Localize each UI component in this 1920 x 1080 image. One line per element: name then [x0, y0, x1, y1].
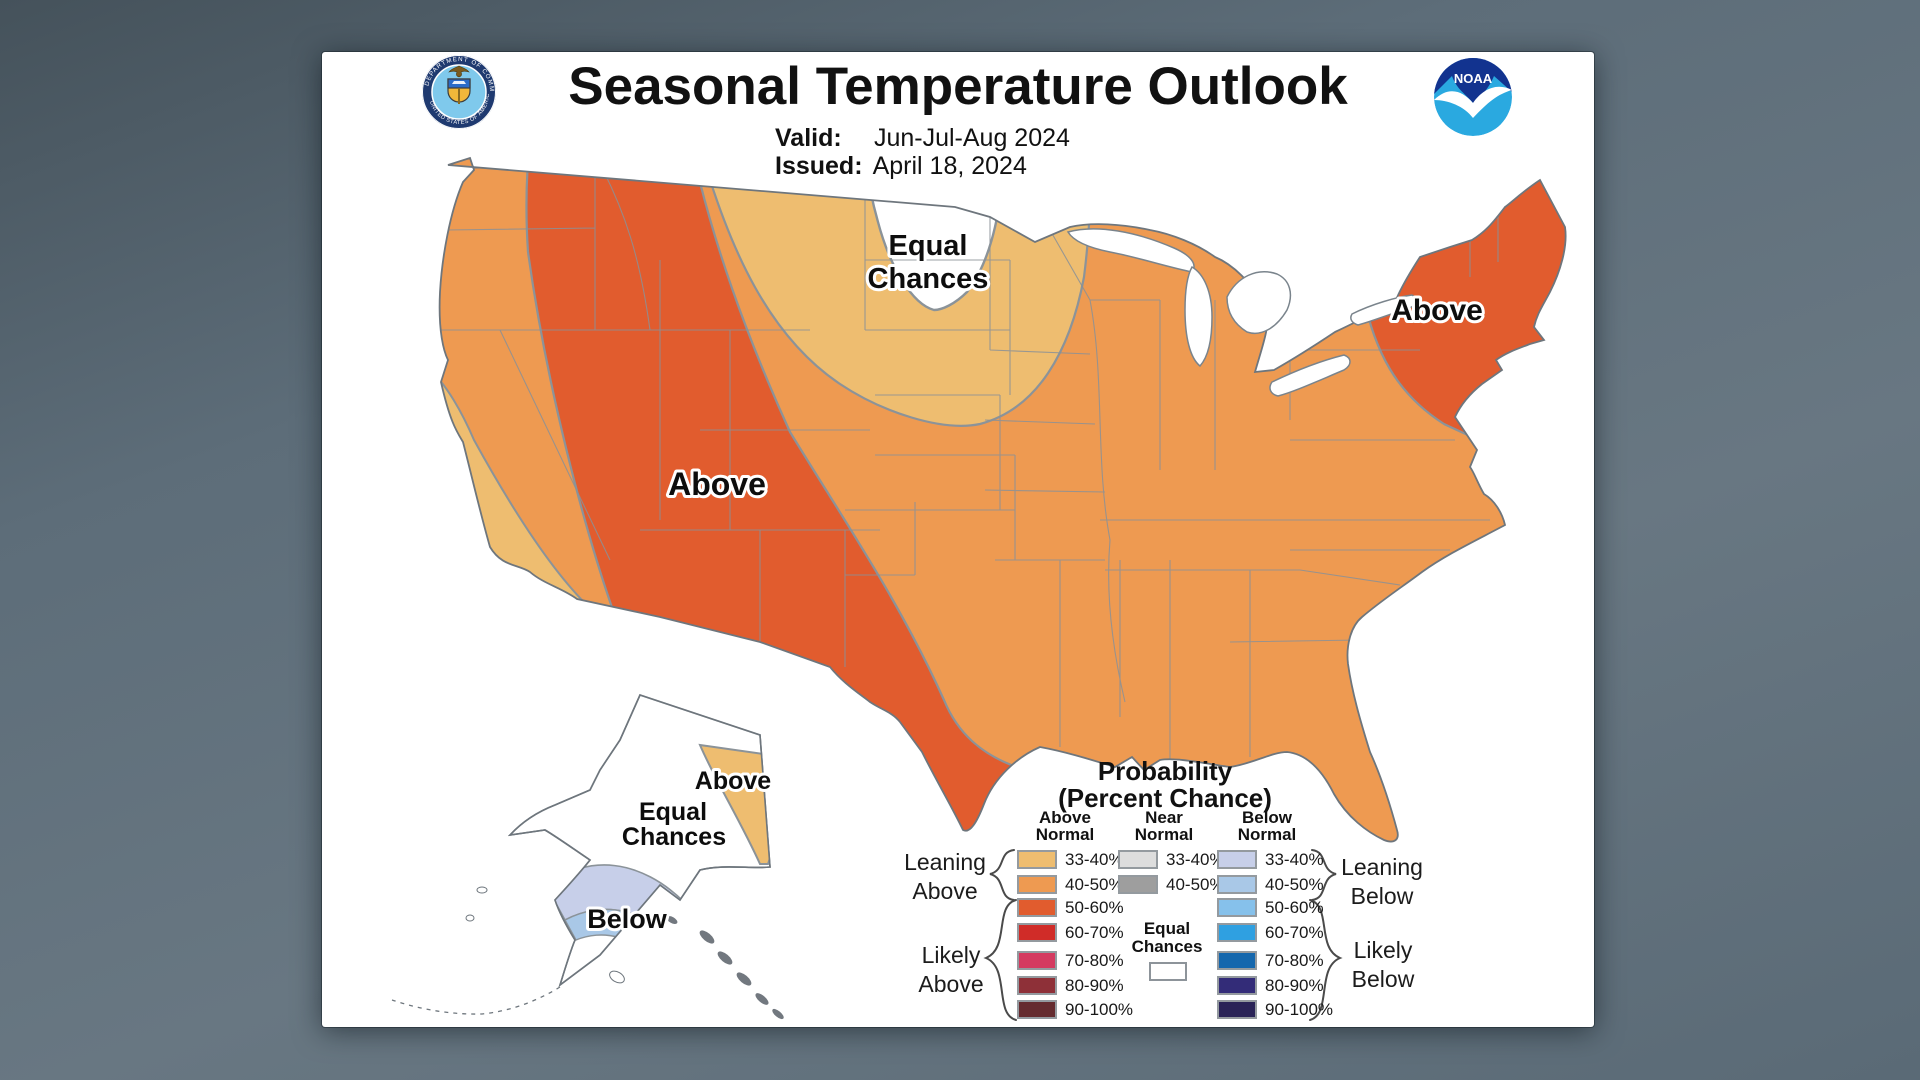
map-label-alaska-equal-line2: Chances: [622, 823, 726, 851]
aleutian-islands: [391, 986, 561, 1015]
legend-row-above-70-80: 70-80%: [1017, 951, 1124, 970]
alaska-region-below-33-40: [545, 864, 707, 956]
legend-row-above-50-60: 50-60%: [1017, 898, 1124, 917]
swatch-below-50-60: [1217, 898, 1257, 917]
noaa-logo-text: NOAA: [1454, 71, 1493, 86]
swatch-above-90-100: [1017, 1000, 1057, 1019]
legend-title: Probability (Percent Chance): [1058, 756, 1272, 813]
swatch-below-60-70: [1217, 923, 1257, 942]
swatch-near-33-40: [1118, 850, 1158, 869]
legend-row-above-80-90: 80-90%: [1017, 976, 1124, 995]
legend-row-near-40-50: 40-50%: [1118, 875, 1225, 894]
conus-region-above-33-40-california: [439, 367, 592, 626]
legend-equal-chances-label: Equal Chances: [1131, 919, 1203, 956]
legend-row-below-50-60: 50-60%: [1217, 898, 1324, 917]
conus-region-above-33-40-plains: [698, 158, 1092, 427]
conus-region-above-40-50: [439, 158, 1566, 842]
noaa-logo-icon: NOAA: [1434, 58, 1512, 136]
legend-group-leaning-below: Leaning Below: [1341, 854, 1423, 909]
swatch-above-60-70: [1017, 923, 1057, 942]
map-label-above-west: Above: [668, 466, 766, 502]
legend-col-below-normal: Below Normal: [1237, 808, 1297, 844]
legend-row-below-90-100: 90-100%: [1217, 1000, 1333, 1019]
alaska-region-below-40-50: [564, 908, 679, 976]
swatch-below-80-90: [1217, 976, 1257, 995]
alaska-panhandle-islands: [666, 916, 784, 1020]
swatch-below-70-80: [1217, 951, 1257, 970]
legend-row-below-70-80: 70-80%: [1217, 951, 1324, 970]
great-lakes: [1066, 228, 1417, 397]
alaska-outline: [509, 694, 771, 986]
legend-group-leaning-above: Leaning Above: [904, 849, 986, 904]
seal-eagle-icon: [448, 65, 470, 78]
swatch-above-70-80: [1017, 951, 1057, 970]
map-label-above-northeast: Above: [1391, 294, 1483, 327]
issued-label: Issued:: [775, 152, 863, 180]
legend-row-below-60-70: 60-70%: [1217, 923, 1324, 942]
swatch-below-40-50: [1217, 875, 1257, 894]
map-label-alaska-equal-line1: Equal: [639, 798, 707, 826]
swatch-above-40-50: [1017, 875, 1057, 894]
legend-row-above-60-70: 60-70%: [1017, 923, 1124, 942]
legend-row-above-33-40: 33-40%: [1017, 850, 1124, 869]
validity-block: Valid: Jun-Jul-Aug 2024 Issued: April 18…: [775, 124, 1070, 180]
legend-row-near-33-40: 33-40%: [1118, 850, 1225, 869]
legend-group-likely-above: Likely Above: [918, 942, 984, 997]
conus-region-above-50-60-west: [525, 158, 1024, 842]
legend-row-above-40-50: 40-50%: [1017, 875, 1124, 894]
legend-row-below-33-40: 33-40%: [1217, 850, 1324, 869]
valid-value: Jun-Jul-Aug 2024: [873, 124, 1070, 152]
lake-michigan: [1184, 265, 1213, 368]
outlook-card: DEPARTMENT OF COMMERCE UNITED STATES OF …: [322, 52, 1594, 1027]
issued-line: Issued: April 18, 2024: [775, 152, 1070, 180]
valid-line: Valid: Jun-Jul-Aug 2024: [775, 124, 1070, 152]
issued-value: April 18, 2024: [872, 152, 1027, 180]
legend-row-below-40-50: 40-50%: [1217, 875, 1324, 894]
map-label-equal-chances-line1: Equal: [889, 230, 968, 262]
lake-superior: [1066, 228, 1195, 273]
alaska-west-islands: [465, 886, 625, 984]
swatch-above-33-40: [1017, 850, 1057, 869]
lake-huron: [1226, 271, 1292, 334]
swatch-equal-chances: [1149, 962, 1187, 981]
map-label-alaska-above: Above: [695, 767, 772, 795]
legend-row-below-80-90: 80-90%: [1217, 976, 1324, 995]
legend-col-above-normal: Above Normal: [1035, 808, 1095, 844]
lake-erie: [1269, 354, 1351, 397]
swatch-above-50-60: [1017, 898, 1057, 917]
lake-ontario: [1350, 294, 1417, 326]
swatch-below-33-40: [1217, 850, 1257, 869]
swatch-above-80-90: [1017, 976, 1057, 995]
legend-group-likely-below: Likely Below: [1351, 937, 1415, 992]
legend-col-near-normal: Near Normal: [1134, 808, 1194, 844]
alaska-region-equal-chances: [509, 694, 771, 986]
legend-row-above-90-100: 90-100%: [1017, 1000, 1133, 1019]
department-of-commerce-seal-icon: DEPARTMENT OF COMMERCE UNITED STATES OF …: [420, 53, 496, 129]
map-label-alaska-below: Below: [587, 904, 668, 934]
page-title: Seasonal Temperature Outlook: [568, 57, 1348, 116]
conus-region-above-50-60-northeast: [1360, 158, 1566, 439]
swatch-below-90-100: [1217, 1000, 1257, 1019]
conus-outline: [438, 157, 1567, 843]
swatch-near-40-50: [1118, 875, 1158, 894]
state-borders: [440, 162, 1499, 765]
alaska-region-above-33-40: [698, 743, 770, 865]
map-label-equal-chances-line2: Chances: [868, 263, 989, 295]
valid-label: Valid:: [775, 124, 842, 152]
